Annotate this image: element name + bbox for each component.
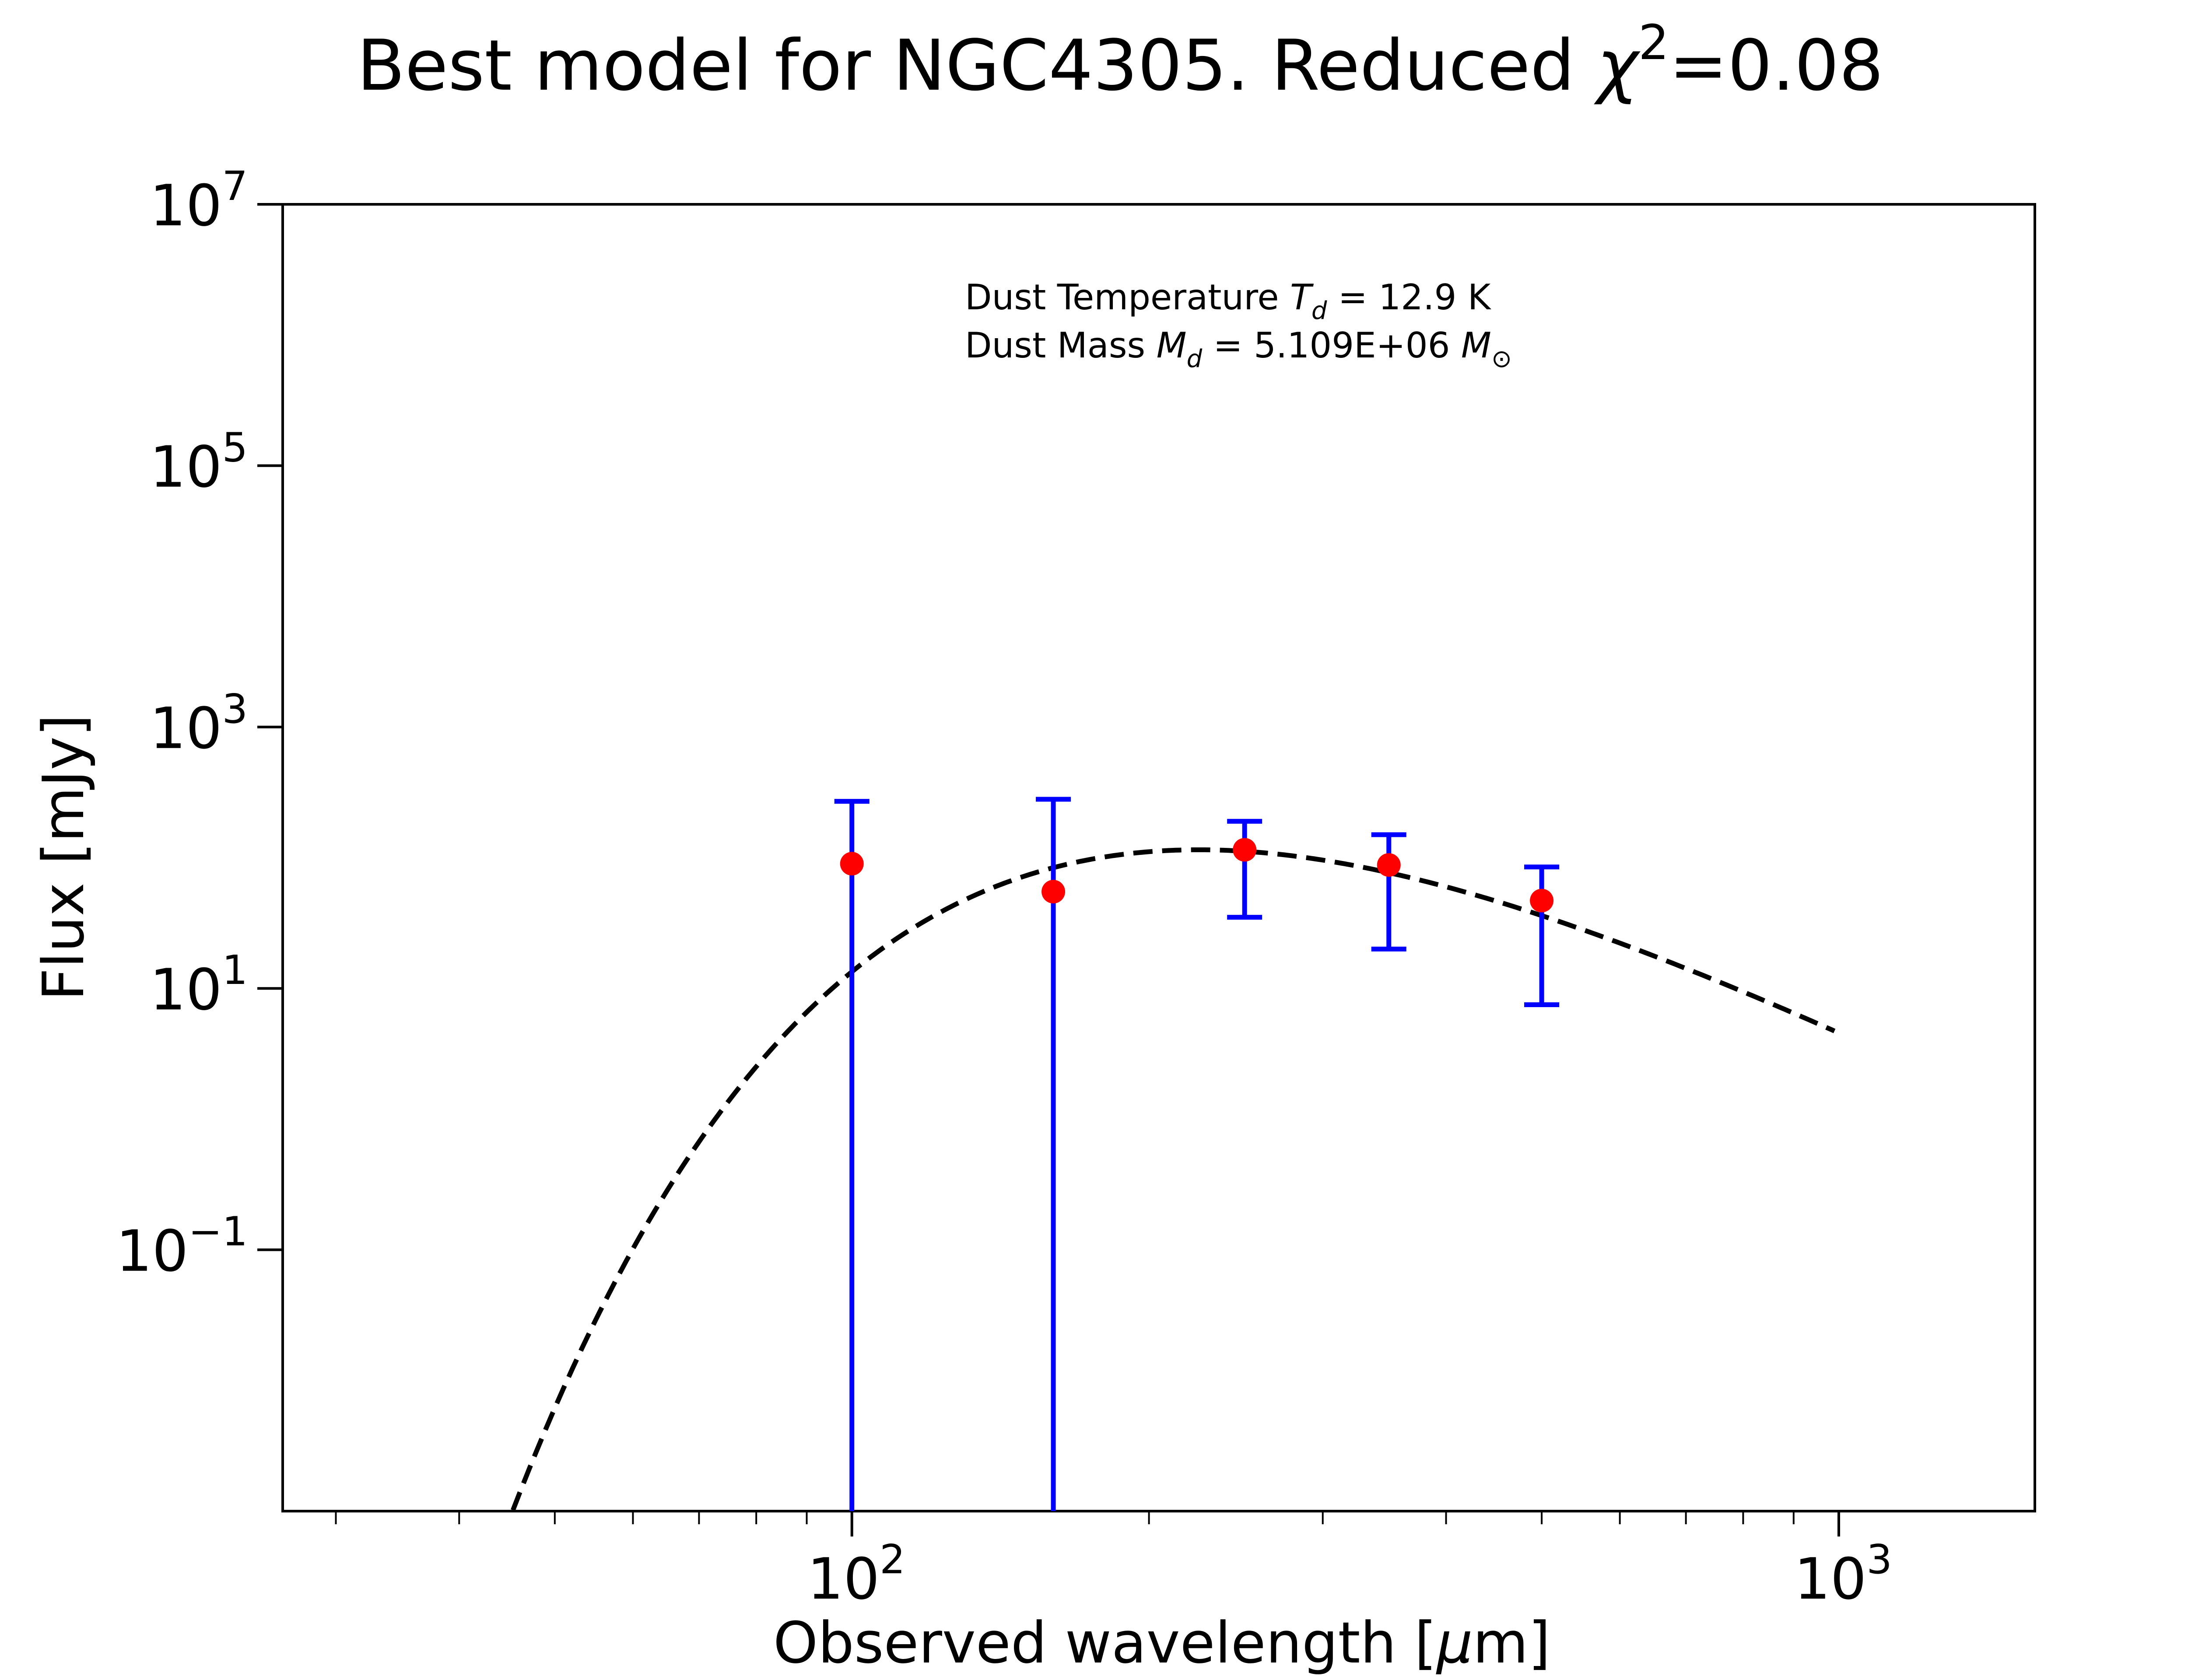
error-bars [834,797,1560,1511]
y-tick-label: 107 [150,163,248,239]
data-point [1233,838,1257,862]
data-point [1377,853,1401,877]
plot-area: 102 103 10−1 101 103 105 107 [116,163,2036,1612]
y-tick-label: 10−1 [116,1208,248,1284]
x-tick-label: 102 [807,1536,905,1612]
model-curve [511,847,1836,1511]
annotation-mass: Dust Mass Md = 5.109E+06 M⊙ [965,325,1512,373]
x-axis-ticks: 102 103 [335,1511,1892,1612]
y-tick-label: 101 [150,947,248,1023]
annotation-temperature: Dust Temperature Td = 12.9 K [965,277,1492,325]
data-point [1041,880,1066,904]
data-points [840,838,1554,913]
y-tick-label: 105 [150,424,248,500]
chart-title: Best model for NGC4305. Reduced χ2=0.08 [357,14,1884,106]
y-tick-label: 103 [150,686,248,762]
x-tick-label: 103 [1794,1536,1892,1612]
y-axis-ticks: 10−1 101 103 105 107 [116,163,283,1284]
data-point [840,852,864,876]
y-axis-label: Flux [mJy] [30,714,97,1001]
x-axis-label: Observed wavelength [μm] [773,1610,1550,1676]
data-point [1530,889,1554,913]
plot-frame [281,203,2036,1512]
